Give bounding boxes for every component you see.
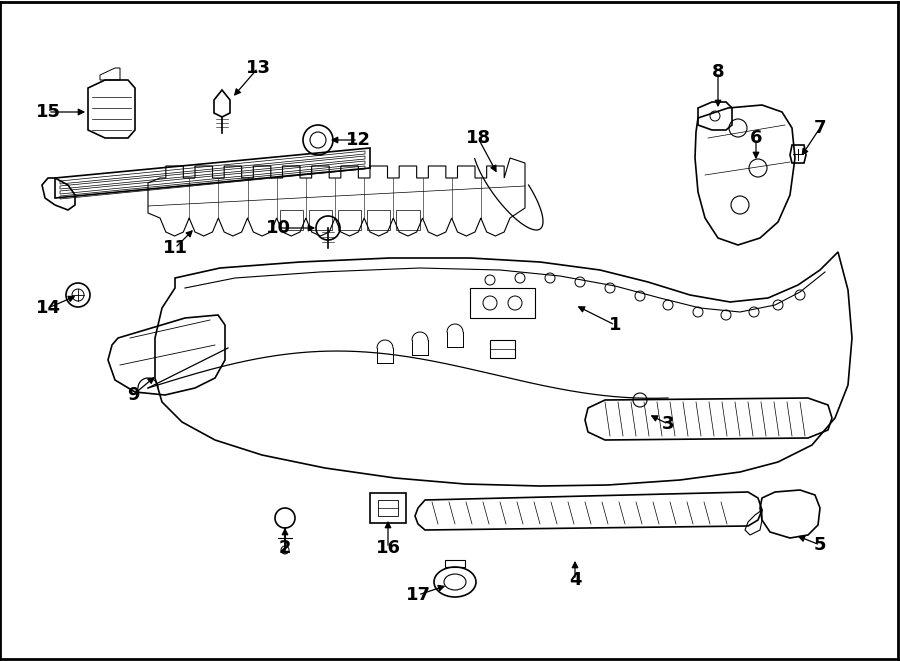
Text: 4: 4	[569, 571, 581, 589]
Text: 11: 11	[163, 239, 187, 257]
Text: 3: 3	[662, 415, 674, 433]
Text: 2: 2	[279, 539, 292, 557]
Text: 17: 17	[406, 586, 430, 604]
Text: 18: 18	[465, 129, 491, 147]
Text: 6: 6	[750, 129, 762, 147]
Text: 8: 8	[712, 63, 724, 81]
Text: 7: 7	[814, 119, 826, 137]
Text: 16: 16	[375, 539, 401, 557]
Text: 9: 9	[127, 386, 140, 404]
Text: 15: 15	[35, 103, 60, 121]
Text: 10: 10	[266, 219, 291, 237]
Text: 5: 5	[814, 536, 826, 554]
Text: 12: 12	[346, 131, 371, 149]
Text: 13: 13	[246, 59, 271, 77]
Text: 1: 1	[608, 316, 621, 334]
Text: 14: 14	[35, 299, 60, 317]
